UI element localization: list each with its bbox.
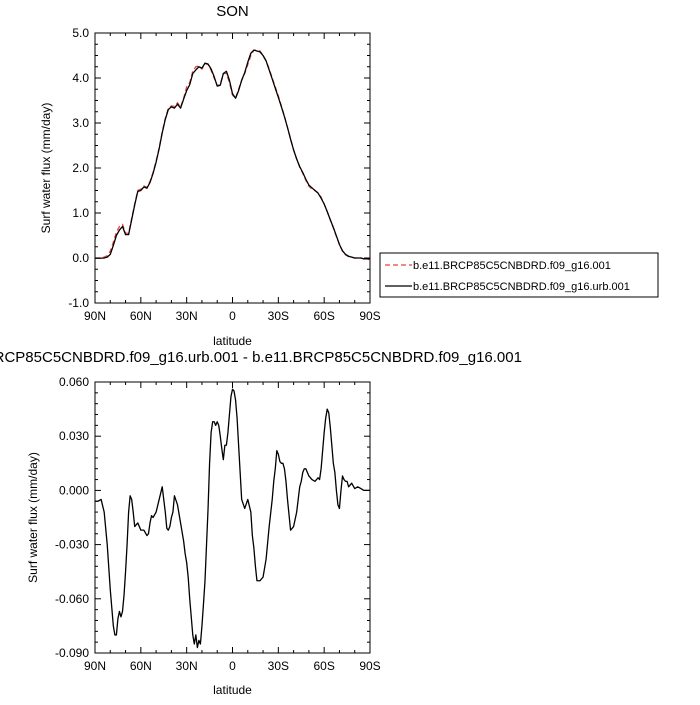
y-tick-label: 3.0 xyxy=(72,116,89,130)
x-tick-label: 60N xyxy=(130,659,152,673)
x-tick-label: 30N xyxy=(176,309,198,323)
plot-frame xyxy=(94,381,371,654)
x-tick-label: 60S xyxy=(313,659,334,673)
y-tick-label: 5.0 xyxy=(72,26,89,40)
chart-title: b.e11.BRCP85C5CNBDRD.f09_g16.urb.001 - b… xyxy=(0,349,522,366)
y-tick-label: 0.000 xyxy=(59,483,89,497)
x-axis-label: latitude xyxy=(213,683,252,697)
x-tick-label: 90S xyxy=(359,659,380,673)
y-tick-label: -0.090 xyxy=(55,646,89,660)
chart-title: SON xyxy=(216,3,249,20)
y-tick-label: -1.0 xyxy=(68,296,89,310)
y-tick-label: -0.060 xyxy=(55,592,89,606)
x-tick-label: 60N xyxy=(130,309,152,323)
bottom-panel: 90N 60N 30N 0 30S 60S 90S -0.090 -0.060 -0.030 0.0… xyxy=(0,349,522,697)
x-tick-label: 0 xyxy=(229,309,236,323)
top-panel: 90N 60N 30N 0 30S 60S 90S -1.0 0.0 1.0 2.0 3.0 4.0 5.… xyxy=(39,3,381,348)
x-tick-label: 30N xyxy=(176,659,198,673)
legend-label-0: b.e11.BRCP85C5CNBDRD.f09_g16.001 xyxy=(413,260,611,272)
y-tick-label: 0.030 xyxy=(59,429,89,443)
legend-label-1: b.e11.BRCP85C5CNBDRD.f09_g16.urb.001 xyxy=(413,281,630,293)
x-tick-label: 0 xyxy=(229,659,236,673)
y-tick-label: 0.0 xyxy=(72,251,89,265)
y-tick-label: 4.0 xyxy=(72,71,89,85)
x-tick-label: 30S xyxy=(268,659,289,673)
series-line-1 xyxy=(94,49,370,260)
y-tick-label: 1.0 xyxy=(72,206,89,220)
x-tick-label: 90N xyxy=(84,309,106,323)
legend: b.e11.BRCP85C5CNBDRD.f09_g16.001 b.e11.BR… xyxy=(379,252,659,298)
y-tick-label: 0.060 xyxy=(59,375,89,389)
y-tick-label: 2.0 xyxy=(72,161,89,175)
x-tick-label: 60S xyxy=(313,309,334,323)
x-axis-label: latitude xyxy=(213,334,252,348)
legend-box xyxy=(379,252,659,298)
y-tick-label: -0.030 xyxy=(55,538,89,552)
x-tick-label: 30S xyxy=(268,309,289,323)
y-axis-label: Surf water flux (mm/day) xyxy=(39,103,53,234)
series-line-0 xyxy=(95,49,370,261)
plot-frame xyxy=(94,32,371,304)
y-axis-label: Surf water flux (mm/day) xyxy=(26,452,40,583)
x-tick-label: 90N xyxy=(84,659,106,673)
series-line-0 xyxy=(95,388,370,649)
x-tick-label: 90S xyxy=(359,309,380,323)
